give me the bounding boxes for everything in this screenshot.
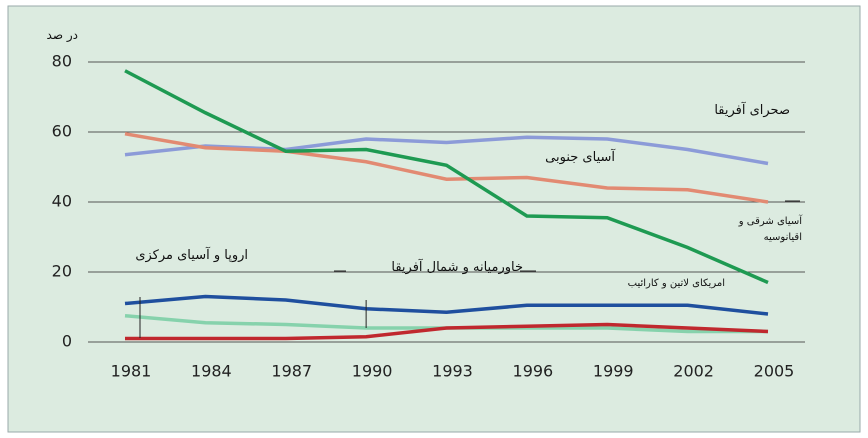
x-tick-label: 2005 <box>754 362 795 381</box>
panel <box>7 5 861 433</box>
x-tick-label: 1999 <box>593 362 634 381</box>
series-line <box>125 322 769 341</box>
y-tick-label: 20 <box>52 262 72 281</box>
series-label: امریکای لاتین و کارائیب <box>627 278 725 289</box>
y-tick-label: 40 <box>52 192 72 211</box>
y-tick-label: 60 <box>52 122 72 141</box>
y-tick-label: 80 <box>52 52 72 71</box>
x-tick-label: 1984 <box>191 362 232 381</box>
series-line <box>124 294 769 316</box>
y-tick-label: 0 <box>62 332 72 351</box>
series-label: آسیای جنوبی <box>545 150 615 165</box>
series-label: صحرای آفریقا <box>714 103 790 118</box>
x-tick-label: 2002 <box>673 362 714 381</box>
y-axis-label: در صد <box>46 28 78 42</box>
x-tick-label: 1981 <box>111 362 152 381</box>
x-tick-label: 1987 <box>271 362 312 381</box>
series-line <box>124 132 769 204</box>
series-label: آسیای شرقی و اقیانوسیه <box>738 216 802 243</box>
series-label: خاورمیانه و شمال آفریقا <box>391 260 523 275</box>
series-label: اروپا و آسیای مرکزی <box>135 248 248 263</box>
series-line <box>124 69 769 285</box>
x-tick-label: 1996 <box>513 362 554 381</box>
x-tick-label: 1990 <box>352 362 393 381</box>
x-tick-label: 1993 <box>432 362 473 381</box>
